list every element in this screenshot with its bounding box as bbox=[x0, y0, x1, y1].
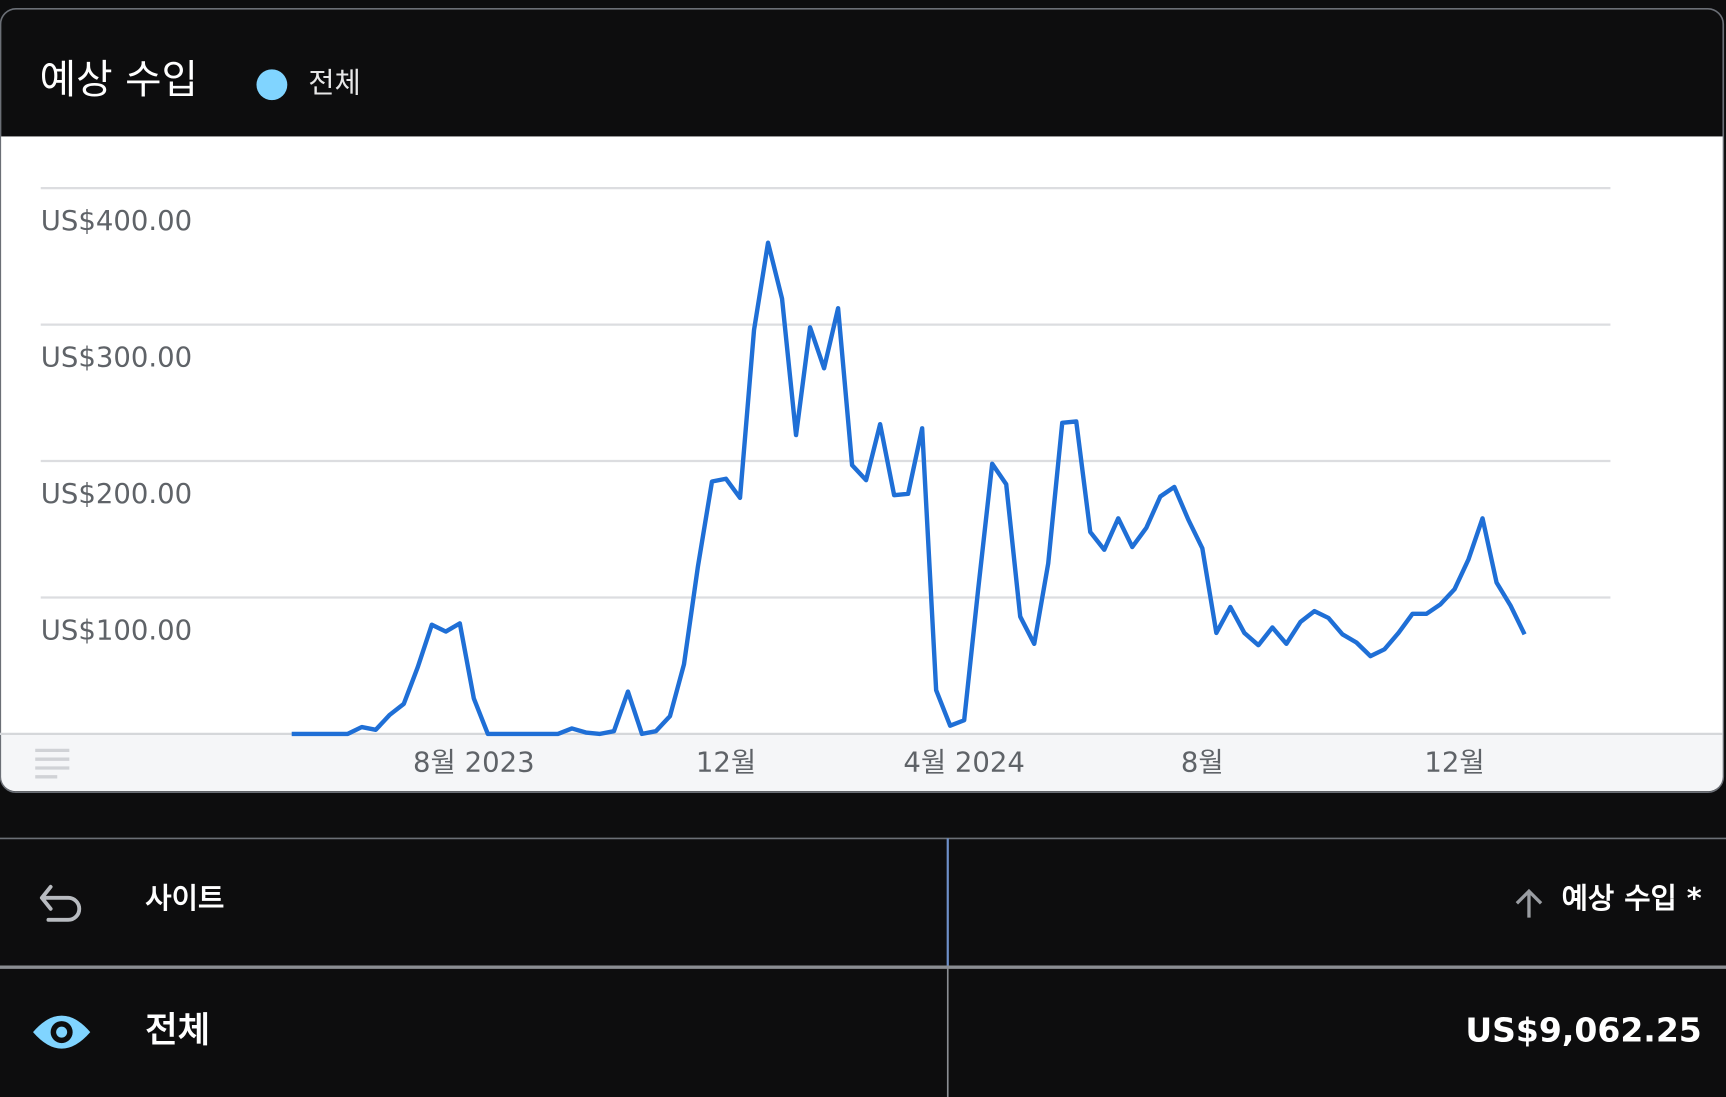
x-tick-label: 12월 bbox=[696, 747, 756, 779]
y-tick-label: US$300.00 bbox=[41, 342, 192, 374]
visibility-icon-center bbox=[56, 1026, 68, 1038]
x-tick-label: 4월 2024 bbox=[903, 747, 1025, 779]
plot-area bbox=[1, 136, 1723, 734]
y-tick-label: US$100.00 bbox=[41, 615, 192, 647]
x-tick-label: 12월 bbox=[1424, 747, 1484, 779]
row-label: 전체 bbox=[145, 1010, 210, 1051]
menu-icon[interactable] bbox=[35, 748, 70, 779]
legend-label[interactable]: 전체 bbox=[308, 66, 361, 100]
row-value: US$9,062.25 bbox=[1465, 1011, 1701, 1050]
column-header[interactable]: 사이트 bbox=[145, 881, 224, 915]
y-tick-label: US$400.00 bbox=[41, 205, 192, 237]
chart-title: 예상 수입 bbox=[40, 57, 198, 103]
legend-marker bbox=[256, 69, 288, 101]
back-icon[interactable] bbox=[39, 884, 82, 922]
x-tick-label: 8월 bbox=[1181, 747, 1224, 779]
y-tick-label: US$200.00 bbox=[41, 478, 192, 510]
sort-icon[interactable] bbox=[1515, 888, 1543, 918]
line-series bbox=[291, 240, 1527, 737]
x-axis-strip bbox=[1, 733, 1723, 792]
column-header[interactable]: 예상 수입 * bbox=[1562, 881, 1702, 915]
x-tick-label: 8월 2023 bbox=[413, 747, 535, 779]
